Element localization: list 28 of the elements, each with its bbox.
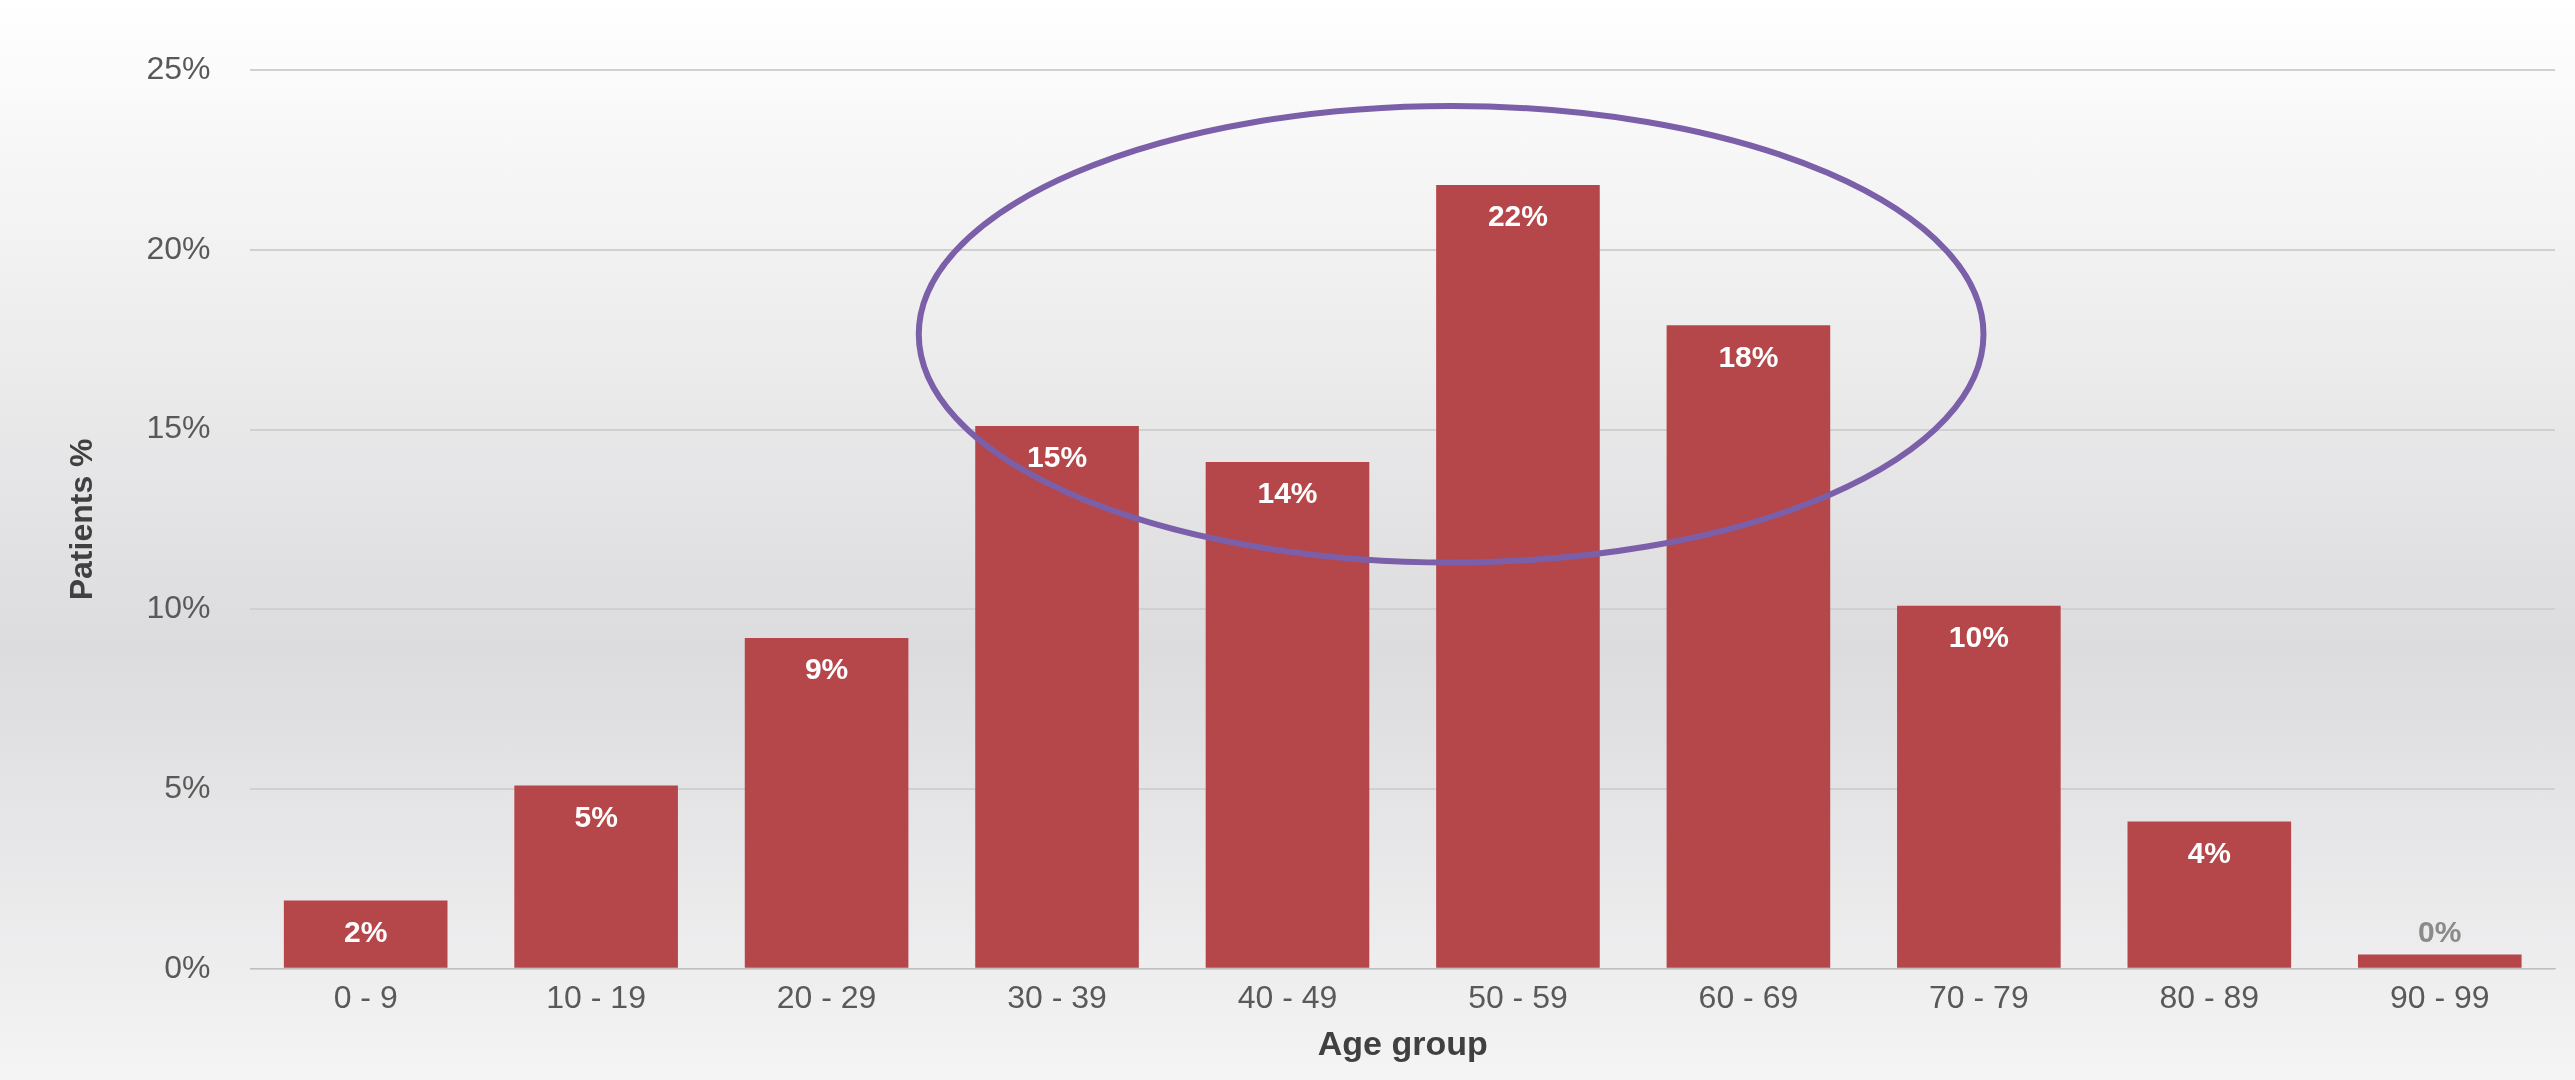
y-tick-label: 10% — [146, 589, 211, 626]
data-label: 18% — [1718, 339, 1779, 373]
data-label: 0% — [2418, 914, 2462, 948]
data-label: 15% — [1027, 440, 1088, 474]
x-tick-label: 30 - 39 — [1007, 978, 1107, 1015]
y-tick-label: 15% — [146, 409, 211, 446]
x-tick-label: 90 - 99 — [2389, 978, 2490, 1015]
x-tick-label: 50 - 59 — [1468, 978, 1568, 1015]
y-tick-label: 25% — [146, 49, 211, 86]
x-tick-label: 40 - 49 — [1237, 978, 1338, 1015]
x-axis-title: Age group — [1317, 1023, 1488, 1062]
data-label: 5% — [574, 799, 618, 833]
y-tick-label: 0% — [164, 948, 211, 985]
y-tick-label: 20% — [146, 229, 211, 266]
x-tick-label: 0 - 9 — [333, 978, 398, 1015]
data-label: 14% — [1257, 476, 1318, 510]
y-axis-title: Patients % — [63, 438, 100, 601]
data-label: 4% — [2187, 835, 2231, 869]
x-tick-label: 10 - 19 — [546, 978, 646, 1015]
x-tick-label: 70 - 79 — [1929, 978, 2029, 1015]
x-tick-label: 20 - 29 — [776, 978, 877, 1015]
data-label: 9% — [804, 652, 849, 686]
y-tick-label: 5% — [164, 768, 211, 805]
data-label: 2% — [343, 914, 388, 948]
data-label: 10% — [1948, 619, 2009, 653]
x-tick-label: 60 - 69 — [1698, 978, 1799, 1015]
data-label: 22% — [1487, 199, 1548, 233]
x-tick-label: 80 - 89 — [2159, 978, 2260, 1015]
